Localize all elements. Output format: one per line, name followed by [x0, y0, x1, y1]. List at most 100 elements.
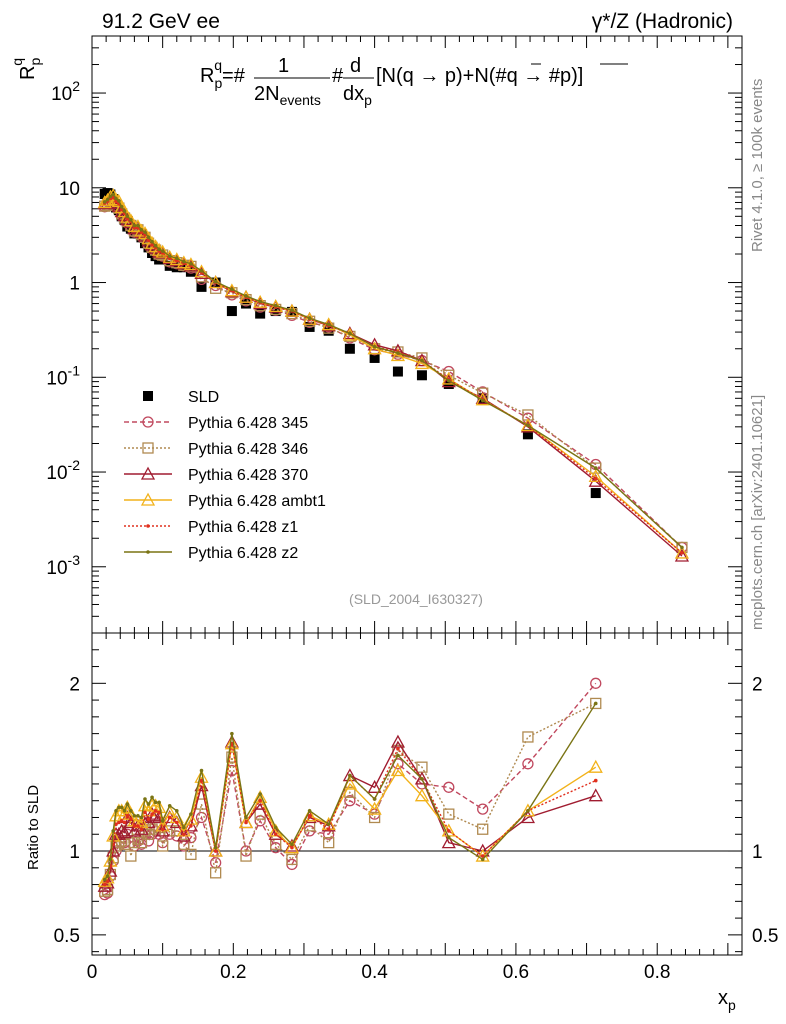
data-point-pythia-6-428-z2	[143, 230, 147, 234]
data-point-pythia-6-428-346	[240, 850, 252, 862]
data-point-pythia-6-428-346	[125, 850, 137, 862]
data-point-pythia-6-428-346	[443, 808, 455, 820]
data-point-pythia-6-428-346	[323, 836, 335, 849]
data-point-pythia-6-428-z2	[273, 303, 278, 308]
data-point-sld	[241, 298, 252, 309]
legend-label-pythia-6-428-345: Pythia 6.428 345	[188, 415, 308, 432]
legend-marker-sld	[143, 391, 153, 401]
data-point-pythia-6-428-ambt1	[224, 736, 239, 750]
ratio-xlabel: xp	[718, 987, 736, 1013]
data-point-pythia-6-428-z2	[199, 768, 204, 773]
data-point-pythia-6-428-z1	[117, 820, 121, 825]
data-point-pythia-6-428-z2	[348, 773, 352, 778]
data-point-pythia-6-428-z2	[139, 815, 144, 820]
legend-label-pythia-6-428-z2: Pythia 6.428 z2	[188, 545, 298, 562]
data-point-pythia-6-428-z2	[396, 753, 400, 758]
legend-label-pythia-6-428-346: Pythia 6.428 346	[188, 441, 308, 458]
data-point-sld	[392, 366, 403, 377]
data-point-pythia-6-428-346	[590, 462, 602, 474]
legend-marker-pythia-6-428-345	[142, 416, 154, 428]
data-point-pythia-6-428-z1	[157, 810, 161, 815]
data-point-pythia-6-428-z2	[136, 814, 140, 818]
data-point-pythia-6-428-z2	[153, 243, 158, 248]
x-tick-label: 0.6	[503, 962, 529, 983]
data-point-pythia-6-428-z2	[117, 198, 121, 203]
data-point-pythia-6-428-346	[226, 751, 238, 763]
data-point-pythia-6-428-z1	[160, 827, 165, 832]
series-line-pythia-6-428-346	[104, 702, 597, 892]
data-point-pythia-6-428-z1	[174, 820, 179, 825]
data-point-pythia-6-428-z1	[480, 854, 485, 858]
data-point-pythia-6-428-z2	[153, 800, 158, 805]
data-point-pythia-6-428-346	[522, 731, 534, 743]
data-point-pythia-6-428-z2	[230, 731, 234, 736]
data-point-pythia-6-428-z2	[307, 808, 312, 813]
data-point-pythia-6-428-z2	[119, 205, 124, 209]
data-point-pythia-6-428-ambt1	[284, 840, 300, 854]
x-tick-label: 0.4	[361, 962, 388, 983]
data-point-pythia-6-428-345	[522, 758, 534, 770]
ratio-y-tick-label: 2	[752, 674, 763, 695]
data-point-pythia-6-428-z1	[136, 824, 140, 828]
data-point-pythia-6-428-z2	[132, 223, 137, 228]
data-point-pythia-6-428-z2	[125, 802, 130, 806]
axes-group: 0 0.2 0.4 0.6 0.8 10-3 10-2 10-1 1 10 102 0.5 0.5 1 1 2…	[46, 35, 778, 983]
data-point-pythia-6-428-370	[367, 779, 382, 793]
data-point-pythia-6-428-345	[477, 803, 489, 815]
data-point-pythia-6-428-ambt1	[588, 759, 603, 773]
data-point-pythia-6-428-z2	[446, 835, 451, 840]
data-point-pythia-6-428-z1	[593, 476, 598, 481]
data-point-pythia-6-428-z2	[480, 398, 485, 403]
data-point-sld	[196, 281, 207, 292]
data-point-pythia-6-428-370	[520, 810, 536, 824]
data-point-pythia-6-428-z2	[593, 701, 598, 706]
data-point-pythia-6-428-z2	[146, 802, 151, 806]
formula-den-1: 2Nevents	[254, 83, 321, 108]
ratio-ylabel: Ratio to SLD	[25, 785, 42, 870]
legend-label-sld: SLD	[188, 389, 219, 406]
data-point-pythia-6-428-z2	[160, 819, 165, 823]
data-point-pythia-6-428-z2	[420, 777, 424, 781]
data-point-pythia-6-428-z1	[167, 815, 172, 820]
data-point-pythia-6-428-346	[368, 811, 381, 824]
data-point-pythia-6-428-z2	[139, 228, 144, 232]
series-line-pythia-6-428-z2	[104, 703, 597, 880]
series-line-pythia-6-428-ambt1	[104, 743, 597, 882]
data-point-pythia-6-428-z2	[680, 545, 684, 550]
data-point-pythia-6-428-z1	[273, 832, 278, 837]
data-point-pythia-6-428-z1	[114, 822, 118, 826]
data-point-pythia-6-428-z1	[182, 832, 186, 837]
data-point-pythia-6-428-346	[286, 853, 298, 866]
data-point-pythia-6-428-z2	[125, 214, 130, 219]
data-point-pythia-6-428-z1	[213, 849, 218, 853]
data-point-pythia-6-428-z2	[244, 815, 248, 820]
legend-marker-pythia-6-428-ambt1	[140, 492, 156, 506]
data-point-pythia-6-428-z2	[105, 874, 110, 878]
data-point-pythia-6-428-ambt1	[208, 843, 223, 857]
formula-hash: #	[332, 65, 344, 87]
x-tick-label: 0	[87, 962, 98, 983]
y-tick-label: 1	[69, 274, 80, 295]
data-point-pythia-6-428-346	[477, 823, 489, 835]
series-line-pythia-6-428-370	[104, 740, 596, 887]
data-point-pythia-6-428-z2	[258, 792, 262, 796]
data-point-pythia-6-428-346	[209, 867, 222, 879]
data-point-pythia-6-428-ambt1	[183, 257, 199, 271]
data-point-pythia-6-428-z2	[446, 378, 451, 383]
data-point-pythia-6-428-z2	[273, 825, 278, 830]
main-ylabel: Rpq	[9, 58, 43, 80]
mcplots-label: mcplots.cern.ch [arXiv:2401.10621]	[749, 395, 766, 630]
data-point-pythia-6-428-z2	[157, 247, 161, 251]
data-point-pythia-6-428-z2	[307, 316, 312, 321]
ratio-y-tick-label: 0.5	[54, 926, 80, 947]
data-point-sld	[416, 370, 427, 381]
data-point-pythia-6-428-z2	[396, 351, 400, 355]
ratio-y-tick-label: 2	[69, 674, 80, 695]
data-point-pythia-6-428-z2	[593, 466, 598, 470]
data-point-pythia-6-428-345	[195, 811, 208, 824]
y-tick-label: 10-3	[46, 552, 80, 579]
y-tick-label: 10	[59, 179, 80, 200]
data-point-pythia-6-428-z1	[189, 824, 193, 828]
data-point-pythia-6-428-346	[178, 838, 190, 850]
